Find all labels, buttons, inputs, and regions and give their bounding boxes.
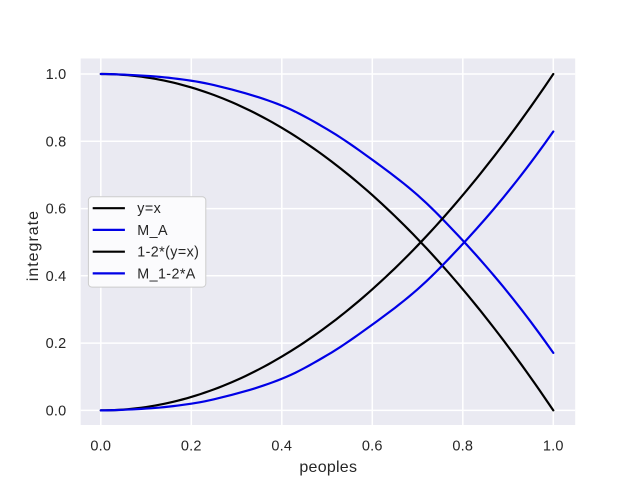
svg-text:0.4: 0.4	[46, 269, 67, 285]
svg-text:0.8: 0.8	[46, 134, 67, 150]
svg-text:peoples: peoples	[299, 459, 357, 476]
svg-text:1.0: 1.0	[46, 67, 67, 83]
svg-text:M_A: M_A	[137, 223, 168, 239]
svg-text:0.4: 0.4	[271, 439, 292, 455]
svg-text:0.0: 0.0	[46, 404, 67, 420]
svg-text:0.2: 0.2	[181, 439, 202, 455]
svg-text:0.6: 0.6	[46, 202, 67, 218]
svg-text:0.0: 0.0	[90, 439, 111, 455]
svg-text:0.8: 0.8	[452, 439, 473, 455]
svg-text:M_1-2*A: M_1-2*A	[137, 266, 195, 282]
svg-text:integrate: integrate	[25, 210, 42, 281]
svg-text:1-2*(y=x): 1-2*(y=x)	[137, 245, 199, 261]
svg-text:y=x: y=x	[137, 201, 161, 217]
svg-text:1.0: 1.0	[543, 439, 564, 455]
svg-text:0.2: 0.2	[46, 336, 67, 352]
svg-text:0.6: 0.6	[362, 439, 383, 455]
